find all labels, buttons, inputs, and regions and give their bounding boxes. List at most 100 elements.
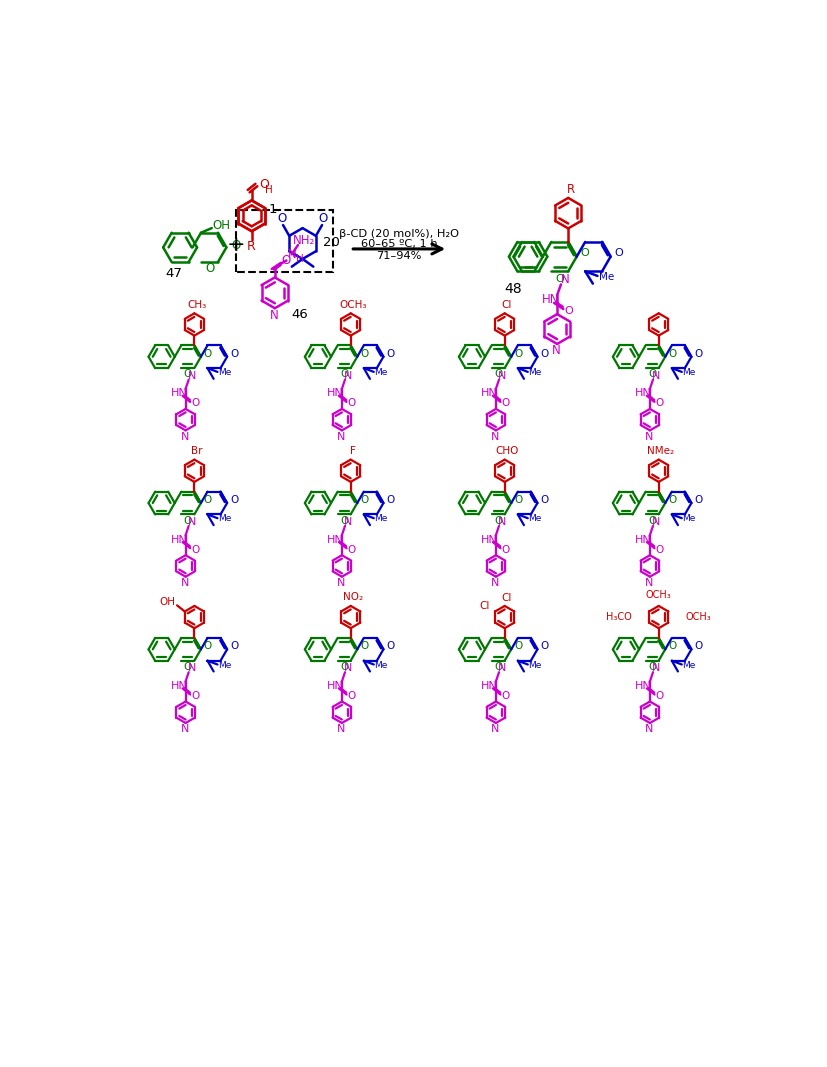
Text: N: N [337,724,346,734]
Text: O: O [694,349,702,359]
Text: HN: HN [481,681,498,691]
Text: Me: Me [218,514,231,524]
Text: O: O [203,349,212,359]
Text: O: O [502,691,510,701]
Text: 20: 20 [323,236,340,249]
Text: O: O [360,349,368,359]
Text: O: O [282,254,291,267]
Text: OH: OH [160,598,176,607]
Text: β-CD (20 mol%), H₂O: β-CD (20 mol%), H₂O [339,228,459,239]
Text: NH₂: NH₂ [293,234,315,246]
Text: N: N [491,578,500,588]
Text: O: O [230,349,238,359]
Text: O: O [348,398,356,409]
Text: 1: 1 [269,203,278,217]
Text: O: O [556,274,564,284]
Text: O: O [502,545,510,555]
Text: N: N [180,578,189,588]
Text: HN: HN [635,535,653,545]
Text: O: O [192,398,200,409]
Text: N: N [491,431,500,442]
Text: F: F [350,446,356,457]
Text: O: O [318,212,327,225]
Text: O: O [540,641,548,651]
Text: Me: Me [528,514,542,524]
Text: 47: 47 [165,267,183,280]
Text: N: N [552,345,561,357]
Text: Me: Me [374,660,387,670]
Text: OCH₃: OCH₃ [686,612,711,622]
Text: O: O [259,178,269,191]
Text: O: O [656,545,664,555]
Text: N: N [188,517,196,527]
Text: N: N [337,578,346,588]
Text: R: R [566,182,575,196]
Text: O: O [656,398,664,409]
Text: O: O [192,545,200,555]
Text: O: O [648,515,657,526]
Text: N: N [337,431,346,442]
Text: N: N [344,517,352,527]
Text: HN: HN [481,535,498,545]
Text: O: O [348,545,356,555]
Text: CH₃: CH₃ [187,300,206,309]
Text: O: O [514,349,523,359]
Text: O: O [231,239,241,253]
Text: O: O [668,495,676,505]
Text: Me: Me [528,660,542,670]
Text: O: O [184,515,192,526]
Text: N: N [180,724,189,734]
Text: O: O [648,369,657,379]
Text: N: N [270,309,279,322]
Text: HN: HN [635,388,653,398]
Text: Cl: Cl [502,300,512,309]
Text: O: O [540,495,548,505]
Text: O: O [648,662,657,672]
Text: N: N [498,517,506,527]
Text: O: O [386,641,394,651]
Text: HN: HN [481,388,498,398]
Text: HN: HN [171,388,188,398]
Text: NO₂: NO₂ [343,592,363,603]
Text: O: O [502,398,510,409]
Text: H: H [265,186,273,195]
Text: Cl: Cl [502,593,512,603]
Text: Me: Me [374,368,387,378]
Text: O: O [203,495,212,505]
Text: O: O [386,349,394,359]
Text: HN: HN [171,681,188,691]
Text: HN: HN [327,535,344,545]
Text: Me: Me [682,660,696,670]
Text: O: O [494,515,502,526]
Text: Me: Me [528,368,542,378]
Text: O: O [540,349,548,359]
Text: O: O [564,305,573,316]
Text: Me: Me [218,660,231,670]
Text: N: N [344,664,352,673]
Text: N: N [188,370,196,381]
Text: CHO: CHO [495,446,519,457]
Text: O: O [192,691,200,701]
Text: Me: Me [599,272,614,282]
Text: Me: Me [682,514,696,524]
Text: O: O [278,212,287,225]
Text: N: N [652,664,660,673]
Text: N: N [498,664,506,673]
Text: Me: Me [374,514,387,524]
Text: 48: 48 [504,282,523,296]
Text: O: O [206,262,215,275]
Text: O: O [340,369,348,379]
Text: O: O [668,641,676,651]
Text: H₃CO: H₃CO [606,612,632,622]
Text: O: O [184,369,192,379]
Text: O: O [494,662,502,672]
Text: OCH₃: OCH₃ [646,590,672,600]
Text: H: H [295,254,304,264]
Text: OH: OH [212,220,230,233]
Text: O: O [656,691,664,701]
Text: O: O [581,248,590,258]
Text: O: O [386,495,394,505]
Text: N: N [491,724,500,734]
Text: Cl: Cl [479,601,490,611]
Text: HN: HN [635,681,653,691]
